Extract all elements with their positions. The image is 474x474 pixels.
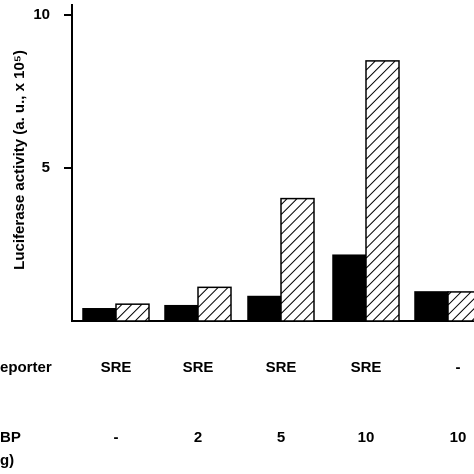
bar (447, 291, 474, 322)
row-label: BP (0, 429, 21, 446)
row-unit: g) (0, 452, 14, 469)
row-value: 10 (450, 429, 467, 446)
bar (280, 197, 315, 322)
bar (414, 291, 449, 322)
row-value: SRE (266, 359, 297, 376)
row-value: SRE (351, 359, 382, 376)
bar (247, 295, 282, 322)
bar (332, 254, 367, 322)
row-label: eporter (0, 359, 52, 376)
bar (164, 304, 199, 322)
row-value: - (456, 359, 461, 376)
y-tick-label: 10 (33, 6, 50, 23)
bar (82, 308, 117, 322)
bar (197, 286, 232, 322)
row-value: SRE (101, 359, 132, 376)
bar (365, 60, 400, 322)
row-value: 10 (358, 429, 375, 446)
y-tick-label: 5 (42, 159, 50, 176)
row-value: 2 (194, 429, 202, 446)
bar (115, 303, 150, 322)
y-axis-label: Luciferase activity (a. u., x 10⁵) (11, 50, 28, 270)
row-value: SRE (183, 359, 214, 376)
row-value: 5 (277, 429, 285, 446)
row-value: - (114, 429, 119, 446)
